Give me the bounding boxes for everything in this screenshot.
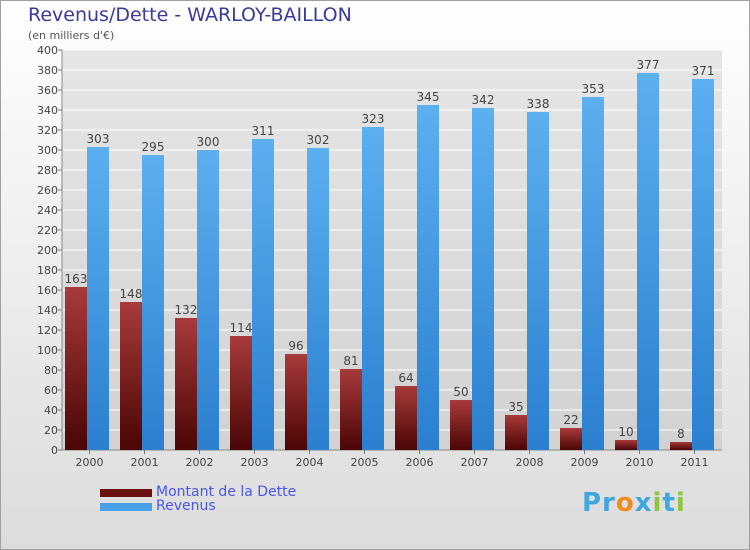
data-label-revenue: 302: [307, 133, 330, 147]
data-label-debt: 64: [398, 371, 413, 385]
x-tick-label: 2007: [461, 456, 489, 469]
bar-debt: [505, 415, 527, 450]
legend-item-debt: Montant de la Dette: [100, 484, 400, 500]
x-tick-label: 2006: [406, 456, 434, 469]
y-tick-label: 120: [37, 324, 58, 337]
x-tick-label: 2000: [76, 456, 104, 469]
y-tick-label: 140: [37, 304, 58, 317]
data-label-revenue: 295: [142, 140, 165, 154]
data-label-revenue: 345: [417, 90, 440, 104]
data-label-debt: 10: [618, 425, 633, 439]
bar-revenue: [252, 139, 274, 450]
y-tick-label: 320: [37, 124, 58, 137]
data-label-revenue: 371: [692, 64, 715, 78]
data-label-debt: 22: [563, 413, 578, 427]
bar-revenue: [472, 108, 494, 450]
bar-debt: [120, 302, 142, 450]
y-tick-label: 60: [44, 384, 58, 397]
bar-revenue: [692, 79, 714, 450]
bar-debt: [230, 336, 252, 450]
y-tick-label: 380: [37, 64, 58, 77]
data-label-revenue: 311: [252, 124, 275, 138]
bar-debt: [670, 442, 692, 450]
y-tick-label: 80: [44, 364, 58, 377]
chart-title: Revenus/Dette - WARLOY-BAILLON: [28, 4, 352, 26]
bar-revenue: [197, 150, 219, 450]
bar-debt: [175, 318, 197, 450]
x-tick-label: 2010: [626, 456, 654, 469]
data-label-debt: 148: [120, 287, 143, 301]
x-tick-label: 2001: [131, 456, 159, 469]
data-label-revenue: 303: [87, 132, 110, 146]
y-tick-label: 260: [37, 184, 58, 197]
bar-revenue: [142, 155, 164, 450]
legend-swatch-revenue: [100, 503, 152, 511]
y-tick-label: 360: [37, 84, 58, 97]
y-tick-label: 100: [37, 344, 58, 357]
data-label-revenue: 353: [582, 82, 605, 96]
y-tick-label: 400: [37, 44, 58, 57]
data-label-debt: 8: [677, 427, 685, 441]
data-label-debt: 132: [175, 303, 198, 317]
data-label-debt: 50: [453, 385, 468, 399]
data-label-debt: 96: [288, 339, 303, 353]
legend-label-revenue: Revenus: [156, 498, 216, 514]
data-label-revenue: 338: [527, 97, 550, 111]
y-tick-label: 200: [37, 244, 58, 257]
bar-revenue: [582, 97, 604, 450]
bar-revenue: [527, 112, 549, 450]
x-tick-label: 2009: [571, 456, 599, 469]
y-tick-label: 280: [37, 164, 58, 177]
legend-label-debt: Montant de la Dette: [156, 484, 297, 500]
y-tick-label: 340: [37, 104, 58, 117]
y-tick-label: 160: [37, 284, 58, 297]
y-tick-label: 0: [51, 444, 58, 457]
x-tick-label: 2008: [516, 456, 544, 469]
x-tick-label: 2005: [351, 456, 379, 469]
bar-revenue: [637, 73, 659, 450]
proxiti-logo: Proxiti: [582, 488, 686, 518]
data-label-debt: 35: [508, 400, 523, 414]
y-tick-label: 220: [37, 224, 58, 237]
bar-debt: [450, 400, 472, 450]
legend-swatch-debt: [100, 489, 152, 497]
bar-revenue: [417, 105, 439, 450]
x-tick-label: 2003: [241, 456, 269, 469]
bar-debt: [340, 369, 362, 450]
data-label-debt: 163: [65, 272, 88, 286]
bar-debt: [615, 440, 637, 450]
y-tick-label: 300: [37, 144, 58, 157]
legend: Montant de la Dette Revenus: [100, 484, 400, 514]
bar-debt: [285, 354, 307, 450]
data-label-debt: 81: [343, 354, 358, 368]
x-tick-label: 2002: [186, 456, 214, 469]
y-tick-label: 240: [37, 204, 58, 217]
chart-subtitle: (en milliers d'€): [28, 29, 115, 42]
bar-revenue: [87, 147, 109, 450]
bar-revenue: [307, 148, 329, 450]
bar-debt: [65, 287, 87, 450]
data-label-debt: 114: [230, 321, 253, 335]
legend-item-revenue: Revenus: [100, 498, 400, 514]
x-tick-label: 2004: [296, 456, 324, 469]
y-tick-label: 20: [44, 424, 58, 437]
data-label-revenue: 323: [362, 112, 385, 126]
data-label-revenue: 377: [637, 58, 660, 72]
bar-debt: [560, 428, 582, 450]
y-tick-label: 180: [37, 264, 58, 277]
y-tick-label: 40: [44, 404, 58, 417]
data-label-revenue: 342: [472, 93, 495, 107]
bar-debt: [395, 386, 417, 450]
x-tick-label: 2011: [681, 456, 709, 469]
bar-revenue: [362, 127, 384, 450]
data-label-revenue: 300: [197, 135, 220, 149]
